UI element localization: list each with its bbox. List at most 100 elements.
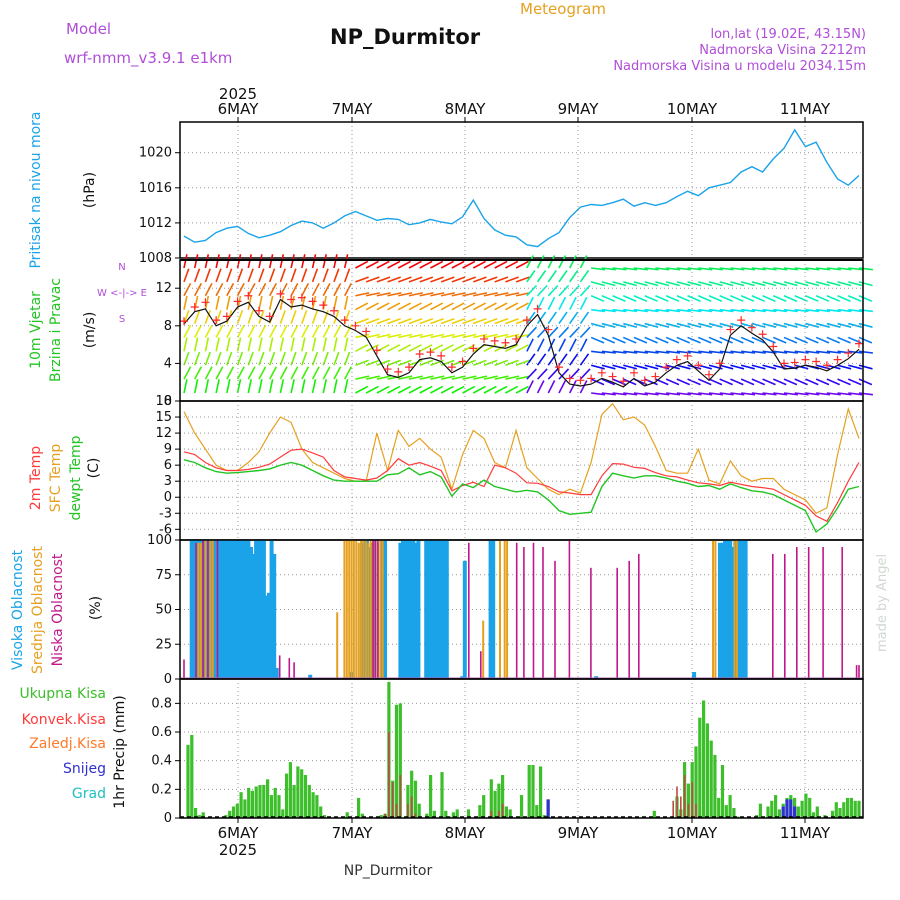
pressure-series-line xyxy=(183,128,860,248)
cloud-bar xyxy=(233,540,238,679)
cloud-bar xyxy=(381,540,384,679)
wind-vector xyxy=(398,359,412,366)
gust-marker xyxy=(501,338,510,347)
cloud-bar xyxy=(416,540,421,679)
cloud-bar xyxy=(225,540,230,679)
wind-vector xyxy=(644,322,659,328)
y-tick-label: 8 xyxy=(164,319,172,334)
wind-vector xyxy=(644,350,659,354)
wind-vector xyxy=(408,344,422,353)
gust-marker xyxy=(769,342,778,351)
wind-vector xyxy=(536,353,547,366)
wind-vector xyxy=(783,378,798,386)
wind-vector xyxy=(515,292,530,297)
wind-vector xyxy=(579,255,588,269)
panel-frame xyxy=(179,400,864,541)
wind-vector xyxy=(558,296,567,311)
wind-vector xyxy=(376,260,390,269)
y-tick-label: 0.2 xyxy=(151,782,172,797)
wind-vector xyxy=(730,392,745,396)
gust-marker xyxy=(822,361,831,370)
precip-total-bar xyxy=(319,806,323,818)
cloud-bar xyxy=(858,665,860,679)
gust-marker xyxy=(651,372,660,381)
gust-marker xyxy=(630,368,638,377)
wind-vector xyxy=(397,385,411,394)
cloud-bar xyxy=(488,540,493,679)
cloud-bar xyxy=(293,662,295,679)
wind-vector xyxy=(365,333,380,339)
wind-vector xyxy=(387,333,402,339)
wind-vector xyxy=(536,368,548,380)
wind-vector xyxy=(215,254,220,269)
wind-vector xyxy=(655,295,669,302)
y-tick-label: 9 xyxy=(164,442,172,457)
wind-vector xyxy=(730,378,744,386)
gust-marker xyxy=(555,363,563,372)
wind-vector xyxy=(365,276,380,283)
wind-vector xyxy=(751,295,766,302)
wind-vector xyxy=(848,364,863,370)
precip-total-bar xyxy=(694,746,698,818)
wind-vector xyxy=(311,324,320,338)
wind-vector xyxy=(333,254,338,269)
wind-vector xyxy=(322,366,331,380)
wind-vector xyxy=(451,333,466,339)
cloud-bar xyxy=(374,540,377,679)
wind-vector xyxy=(762,336,776,344)
wind-vector xyxy=(215,310,222,324)
wind-vector xyxy=(215,337,220,352)
y-tick-label: 25 xyxy=(155,637,172,652)
gust-marker xyxy=(469,344,478,353)
wind-vector xyxy=(740,378,755,386)
cloud-bar xyxy=(398,542,403,679)
precip-total-bar xyxy=(247,787,251,818)
wind-vector xyxy=(408,260,422,269)
wind-vector xyxy=(730,267,745,271)
wind-vector xyxy=(419,385,433,394)
wind-vector xyxy=(355,375,370,380)
y-tick-label: 1012 xyxy=(139,216,172,231)
wind-vector xyxy=(430,344,444,353)
wind-vector xyxy=(805,378,819,386)
wind-vector xyxy=(515,276,530,283)
wind-vector xyxy=(783,308,798,313)
wind-vector xyxy=(805,281,820,287)
wind-vector xyxy=(376,292,391,297)
cloud-bar xyxy=(434,540,439,679)
wind-vector xyxy=(226,351,233,366)
precip-total-bar xyxy=(539,766,543,818)
wind-vector xyxy=(343,310,351,324)
precip-total-bar xyxy=(830,810,835,818)
x-bottom-year: 2025 xyxy=(219,841,257,859)
wind-vector xyxy=(590,295,605,302)
wind-vector xyxy=(601,350,616,354)
wind-vector xyxy=(494,292,509,297)
cloud-bar xyxy=(462,560,467,679)
gust-marker xyxy=(640,376,649,385)
wind-vector xyxy=(601,378,616,386)
wind-vector xyxy=(376,385,390,394)
cloud-bar xyxy=(784,553,786,679)
precip-total-bar xyxy=(432,810,436,818)
wind-vector xyxy=(826,378,841,386)
wind-vector xyxy=(558,255,567,269)
wind-vector xyxy=(333,283,342,297)
precip-total-bar xyxy=(292,785,296,818)
wind-vector xyxy=(247,295,252,310)
precip-total-bar xyxy=(766,806,770,818)
wind-vector xyxy=(204,351,211,366)
wind-vector xyxy=(183,283,192,297)
wind-vector xyxy=(794,322,809,328)
wind-vector xyxy=(826,392,841,396)
gust-marker xyxy=(308,297,317,306)
precip-total-bar xyxy=(478,805,482,818)
wind-vector xyxy=(762,322,777,328)
cloud-bar xyxy=(383,540,387,679)
wind-vector xyxy=(247,310,254,324)
wind-axis-title-1: 10m Vjetar xyxy=(28,291,44,369)
grid-4 xyxy=(175,679,863,819)
cloud-bar xyxy=(717,542,722,679)
wind-vector xyxy=(247,283,256,297)
cloud-bar xyxy=(725,540,730,679)
